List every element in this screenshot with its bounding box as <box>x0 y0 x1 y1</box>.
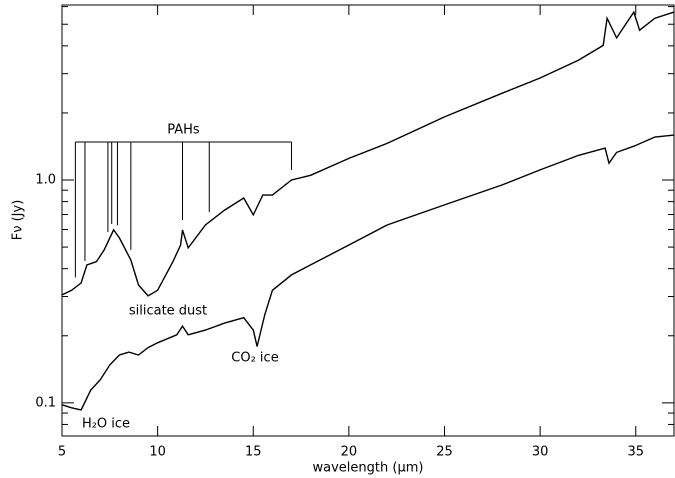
spectrum-line <box>61 10 675 297</box>
annotation: CO₂ ice <box>231 351 278 366</box>
y-axis-label: Fν (Jy) <box>11 200 26 241</box>
plot-frame <box>61 4 675 437</box>
annotation: H₂O ice <box>82 417 130 432</box>
x-tick-label: 25 <box>436 445 453 460</box>
x-tick-label: 10 <box>149 445 166 460</box>
pah-label: PAHs <box>167 123 200 138</box>
x-tick-label: 20 <box>341 445 358 460</box>
spectrum-line <box>61 134 675 411</box>
y-tick-label: 0.1 <box>35 395 56 410</box>
x-axis-label: wavelength (μm) <box>313 461 424 476</box>
x-tick-label: 5 <box>58 445 66 460</box>
y-tick-label: 1.0 <box>35 173 56 188</box>
annotation: silicate dust <box>129 304 207 319</box>
x-tick-label: 30 <box>532 445 549 460</box>
x-tick-label: 15 <box>245 445 262 460</box>
x-tick-label: 35 <box>627 445 644 460</box>
